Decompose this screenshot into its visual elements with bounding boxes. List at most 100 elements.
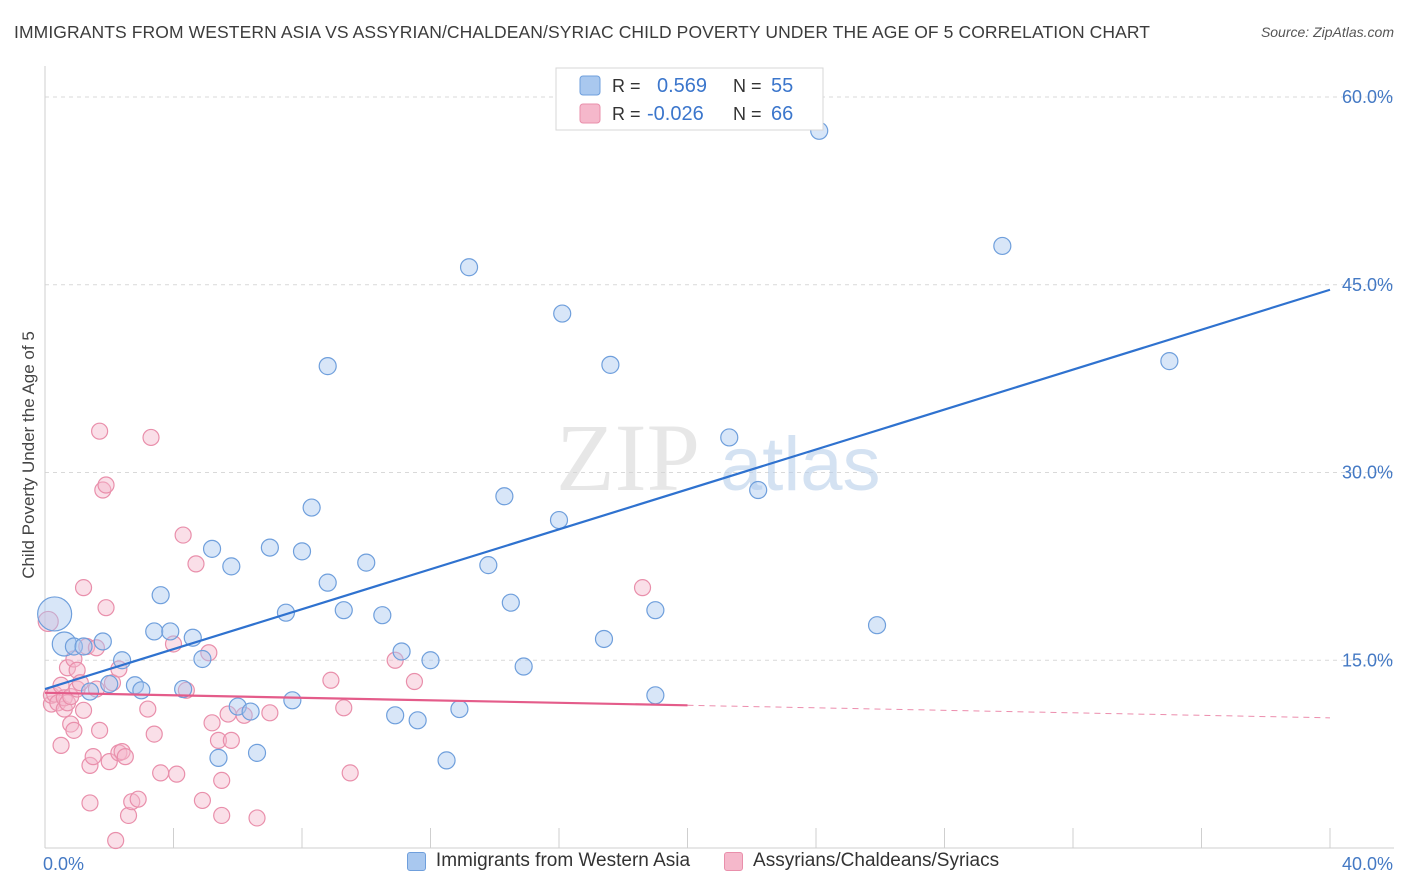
assyrians-point	[248, 809, 266, 827]
legend-r-label-1: R =	[612, 76, 641, 96]
assyrians-point	[65, 721, 83, 739]
western-asia-point	[51, 631, 77, 657]
western-asia-point	[373, 606, 392, 625]
western-asia-point	[646, 686, 665, 705]
assyrians-point	[139, 700, 157, 718]
western-asia-point	[867, 616, 887, 635]
western-asia-point	[145, 622, 164, 641]
assyrians-point	[152, 764, 170, 782]
trendline-western-asia	[44, 288, 1331, 691]
legend-label-assyrians: Assyrians/Chaldeans/Syriacs	[753, 850, 1000, 871]
western-asia-point	[202, 539, 222, 558]
gridlines	[45, 96, 1394, 661]
y-axis-label: Child Poverty Under the Age of 5	[19, 331, 38, 579]
legend-n-label-2: N =	[733, 104, 762, 124]
axes	[44, 66, 1394, 849]
western-asia-point	[276, 603, 296, 622]
watermark-zip: ZIP	[556, 404, 700, 511]
western-asia-point	[421, 651, 440, 670]
assyrians-point	[213, 806, 231, 825]
western-asia-point	[37, 596, 73, 632]
western-asia-point	[450, 699, 469, 719]
western-asia-point	[318, 357, 337, 376]
legend-swatch-assyrians	[724, 851, 744, 871]
y-tick-labels: 15.0% 30.0% 45.0% 60.0%	[1342, 87, 1393, 670]
western-asia-point	[247, 743, 267, 762]
watermark-atlas: atlas	[720, 422, 881, 507]
assyrians-point	[113, 743, 131, 761]
legend-r-value-1: 0.569	[657, 75, 707, 97]
trendline-assyrians-dashed	[687, 704, 1331, 719]
assyrians-point	[174, 526, 192, 544]
assyrians-point	[100, 753, 118, 771]
assyrians-point	[97, 599, 115, 617]
western-asia-point	[549, 510, 569, 530]
western-asia-point	[132, 681, 151, 700]
western-asia-point	[100, 674, 119, 694]
assyrians-point	[633, 579, 652, 597]
western-asia-point	[357, 553, 376, 572]
legend-item-assyrians: Assyrians/Chaldeans/Syriacs	[724, 850, 999, 872]
legend-item-western-asia: Immigrants from Western Asia	[406, 850, 690, 872]
assyrians-point	[261, 704, 279, 722]
legend-n-value-1: 55	[771, 75, 793, 97]
legend-n-label-1: N =	[733, 76, 762, 96]
western-asia-point	[594, 629, 614, 649]
assyrians-point	[168, 765, 186, 783]
assyrians-point	[145, 725, 163, 743]
western-asia-point	[193, 649, 212, 669]
assyrians-point	[81, 756, 99, 774]
assyrians-point	[107, 831, 125, 850]
assyrians-point	[74, 579, 93, 597]
y-tick-label-3: 60.0%	[1342, 87, 1393, 107]
legend-n-value-2: 66	[771, 103, 793, 125]
assyrians-point	[203, 714, 221, 732]
assyrians-point	[119, 806, 138, 825]
legend-swatch-pink	[579, 103, 601, 124]
legend-r-value-2: -0.026	[647, 103, 704, 125]
watermark: ZIP atlas	[556, 404, 881, 511]
x-tick-label-min: 0.0%	[43, 854, 84, 874]
western-asia-point	[514, 657, 533, 676]
western-asia-point	[601, 355, 620, 374]
trendline-assyrians	[44, 691, 688, 707]
assyrians-point	[84, 748, 102, 766]
western-asia-point	[64, 637, 84, 656]
assyrians-point	[209, 731, 228, 749]
western-asia-point	[993, 236, 1012, 256]
western-asia-point	[283, 691, 302, 710]
series-western-asia-points	[37, 121, 1179, 770]
assyrians-point	[405, 672, 424, 691]
series-assyrians-points	[37, 422, 652, 850]
western-asia-point	[501, 593, 520, 612]
assyrians-point	[116, 748, 134, 766]
legend-swatch-blue	[579, 75, 601, 96]
y-tick-label-0: 15.0%	[1342, 650, 1393, 670]
western-asia-point	[241, 702, 260, 721]
assyrians-point	[322, 671, 340, 689]
western-asia-point	[292, 542, 312, 561]
assyrians-point	[193, 791, 212, 810]
western-asia-point	[646, 601, 665, 620]
western-asia-point	[161, 622, 180, 641]
assyrians-point	[91, 422, 109, 440]
western-asia-point	[495, 487, 514, 506]
western-asia-point	[408, 711, 427, 730]
source-label: Source: ZipAtlas.com	[1260, 24, 1394, 40]
western-asia-point	[479, 556, 498, 575]
assyrians-point	[97, 476, 115, 494]
assyrians-point	[142, 428, 160, 447]
western-asia-point	[437, 751, 456, 770]
y-tick-label-2: 45.0%	[1342, 275, 1393, 295]
assyrians-point	[341, 764, 359, 782]
western-asia-point	[260, 538, 279, 557]
western-asia-point	[720, 428, 739, 447]
western-asia-point	[151, 586, 170, 605]
series-legend: Immigrants from Western Asia Assyrians/C…	[0, 850, 1406, 872]
correlation-legend: R = 0.569 N = 55 R = -0.026 N = 66	[555, 67, 824, 131]
western-asia-point	[302, 498, 321, 517]
x-tick-labels: 0.0% 40.0%	[43, 854, 1393, 874]
assyrians-point	[187, 555, 205, 573]
x-tick-label-max: 40.0%	[1342, 854, 1393, 874]
western-asia-point	[318, 573, 337, 592]
